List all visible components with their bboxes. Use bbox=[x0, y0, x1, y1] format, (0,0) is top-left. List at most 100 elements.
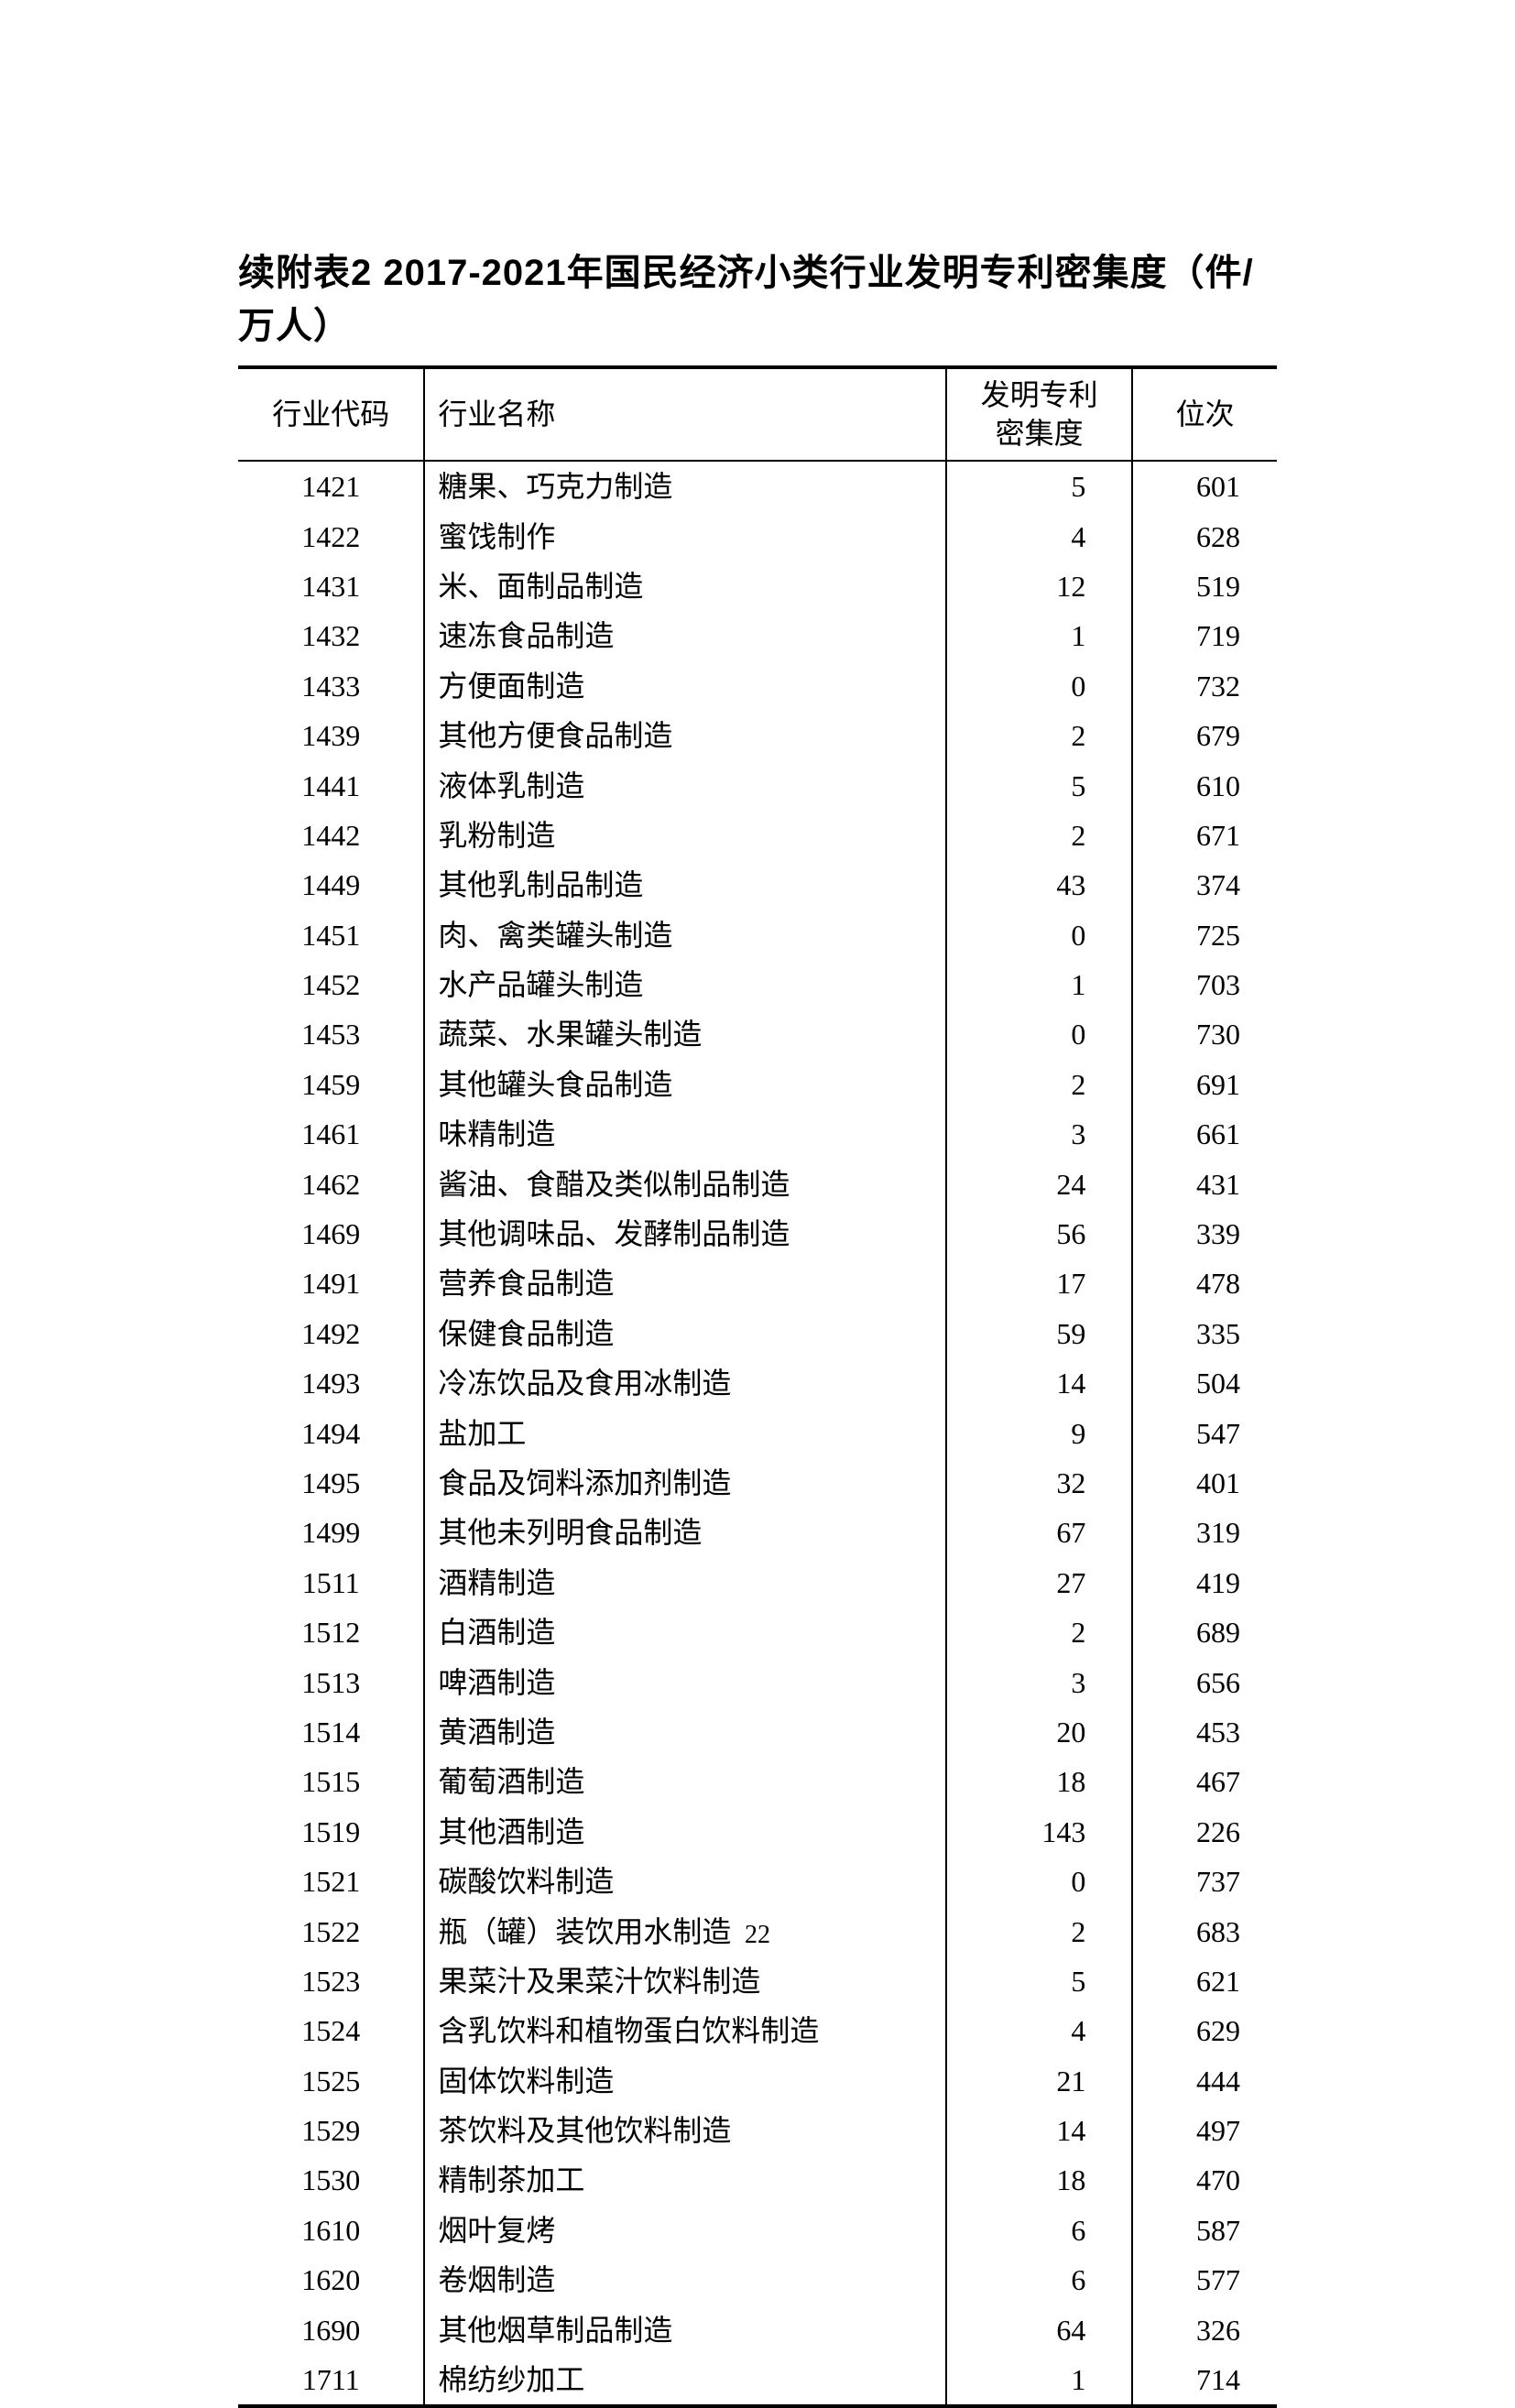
cell-name: 盐加工 bbox=[424, 1409, 946, 1458]
cell-name: 白酒制造 bbox=[424, 1607, 946, 1657]
cell-rank: 628 bbox=[1132, 512, 1277, 561]
cell-density: 1 bbox=[946, 611, 1132, 660]
cell-rank: 725 bbox=[1132, 910, 1277, 960]
table-row: 1459其他罐头食品制造2691 bbox=[238, 1060, 1277, 1109]
cell-rank: 732 bbox=[1132, 661, 1277, 711]
cell-rank: 453 bbox=[1132, 1707, 1277, 1757]
cell-code: 1495 bbox=[238, 1458, 424, 1508]
cell-code: 1421 bbox=[238, 461, 424, 511]
cell-density: 2 bbox=[946, 811, 1132, 860]
cell-density: 1 bbox=[946, 960, 1132, 1009]
cell-name: 肉、禽类罐头制造 bbox=[424, 910, 946, 960]
table-row: 1610烟叶复烤6587 bbox=[238, 2206, 1277, 2255]
cell-rank: 401 bbox=[1132, 1458, 1277, 1508]
cell-rank: 621 bbox=[1132, 1956, 1277, 2006]
cell-name: 茶饮料及其他饮料制造 bbox=[424, 2106, 946, 2155]
cell-rank: 326 bbox=[1132, 2305, 1277, 2355]
table-row: 1620卷烟制造6577 bbox=[238, 2255, 1277, 2304]
cell-name: 精制茶加工 bbox=[424, 2155, 946, 2205]
cell-density: 12 bbox=[946, 561, 1132, 611]
cell-rank: 661 bbox=[1132, 1109, 1277, 1159]
cell-density: 2 bbox=[946, 1607, 1132, 1657]
cell-name: 其他罐头食品制造 bbox=[424, 1060, 946, 1109]
cell-code: 1519 bbox=[238, 1807, 424, 1857]
cell-rank: 610 bbox=[1132, 761, 1277, 811]
cell-code: 1493 bbox=[238, 1358, 424, 1408]
table-row: 1422蜜饯制作4628 bbox=[238, 512, 1277, 561]
cell-name: 蔬菜、水果罐头制造 bbox=[424, 1009, 946, 1059]
table-row: 1453蔬菜、水果罐头制造0730 bbox=[238, 1009, 1277, 1059]
cell-name: 方便面制造 bbox=[424, 661, 946, 711]
cell-name: 蜜饯制作 bbox=[424, 512, 946, 561]
cell-code: 1711 bbox=[238, 2355, 424, 2406]
cell-rank: 374 bbox=[1132, 860, 1277, 910]
cell-density: 27 bbox=[946, 1558, 1132, 1607]
table-row: 1512白酒制造2689 bbox=[238, 1607, 1277, 1657]
table-row: 1494盐加工9547 bbox=[238, 1409, 1277, 1458]
cell-code: 1452 bbox=[238, 960, 424, 1009]
cell-name: 葡萄酒制造 bbox=[424, 1757, 946, 1806]
cell-rank: 737 bbox=[1132, 1857, 1277, 1906]
cell-rank: 587 bbox=[1132, 2206, 1277, 2255]
cell-density: 6 bbox=[946, 2255, 1132, 2304]
cell-name: 味精制造 bbox=[424, 1109, 946, 1159]
cell-rank: 656 bbox=[1132, 1658, 1277, 1707]
table-row: 1711棉纺纱加工1714 bbox=[238, 2355, 1277, 2406]
cell-code: 1432 bbox=[238, 611, 424, 660]
cell-code: 1530 bbox=[238, 2155, 424, 2205]
cell-code: 1462 bbox=[238, 1160, 424, 1209]
table-row: 1439其他方便食品制造2679 bbox=[238, 711, 1277, 760]
cell-rank: 335 bbox=[1132, 1309, 1277, 1358]
table-row: 1449其他乳制品制造43374 bbox=[238, 860, 1277, 910]
table-row: 1499其他未列明食品制造67319 bbox=[238, 1508, 1277, 1557]
cell-name: 其他酒制造 bbox=[424, 1807, 946, 1857]
cell-code: 1433 bbox=[238, 661, 424, 711]
table-row: 1529茶饮料及其他饮料制造14497 bbox=[238, 2106, 1277, 2155]
cell-code: 1620 bbox=[238, 2255, 424, 2304]
cell-rank: 679 bbox=[1132, 711, 1277, 760]
cell-name: 液体乳制造 bbox=[424, 761, 946, 811]
cell-rank: 339 bbox=[1132, 1209, 1277, 1258]
table-row: 1530精制茶加工18470 bbox=[238, 2155, 1277, 2205]
table-row: 1431米、面制品制造12519 bbox=[238, 561, 1277, 611]
cell-name: 棉纺纱加工 bbox=[424, 2355, 946, 2406]
table-row: 1461味精制造3661 bbox=[238, 1109, 1277, 1159]
table-row: 1462酱油、食醋及类似制品制造24431 bbox=[238, 1160, 1277, 1209]
cell-density: 2 bbox=[946, 711, 1132, 760]
cell-rank: 419 bbox=[1132, 1558, 1277, 1607]
cell-code: 1469 bbox=[238, 1209, 424, 1258]
cell-rank: 671 bbox=[1132, 811, 1277, 860]
cell-name: 米、面制品制造 bbox=[424, 561, 946, 611]
cell-density: 18 bbox=[946, 1757, 1132, 1806]
cell-code: 1461 bbox=[238, 1109, 424, 1159]
table-row: 1515葡萄酒制造18467 bbox=[238, 1757, 1277, 1806]
cell-name: 乳粉制造 bbox=[424, 811, 946, 860]
cell-rank: 497 bbox=[1132, 2106, 1277, 2155]
cell-name: 含乳饮料和植物蛋白饮料制造 bbox=[424, 2006, 946, 2055]
table-row: 1451肉、禽类罐头制造0725 bbox=[238, 910, 1277, 960]
cell-density: 5 bbox=[946, 761, 1132, 811]
cell-code: 1513 bbox=[238, 1658, 424, 1707]
cell-density: 56 bbox=[946, 1209, 1132, 1258]
cell-density: 0 bbox=[946, 661, 1132, 711]
cell-code: 1525 bbox=[238, 2056, 424, 2106]
header-density: 发明专利 密集度 bbox=[946, 367, 1132, 461]
cell-rank: 470 bbox=[1132, 2155, 1277, 2205]
cell-density: 1 bbox=[946, 2355, 1132, 2406]
table-row: 1492保健食品制造59335 bbox=[238, 1309, 1277, 1358]
cell-rank: 689 bbox=[1132, 1607, 1277, 1657]
table-row: 1521碳酸饮料制造0737 bbox=[238, 1857, 1277, 1906]
cell-rank: 226 bbox=[1132, 1807, 1277, 1857]
cell-name: 碳酸饮料制造 bbox=[424, 1857, 946, 1906]
cell-name: 烟叶复烤 bbox=[424, 2206, 946, 2255]
patent-density-table: 行业代码 行业名称 发明专利 密集度 位次 1421糖果、巧克力制造560114… bbox=[238, 365, 1277, 2408]
cell-rank: 504 bbox=[1132, 1358, 1277, 1408]
cell-name: 其他调味品、发酵制品制造 bbox=[424, 1209, 946, 1258]
cell-rank: 719 bbox=[1132, 611, 1277, 660]
table-row: 1421糖果、巧克力制造5601 bbox=[238, 461, 1277, 511]
table-row: 1493冷冻饮品及食用冰制造14504 bbox=[238, 1358, 1277, 1408]
cell-code: 1511 bbox=[238, 1558, 424, 1607]
cell-code: 1449 bbox=[238, 860, 424, 910]
cell-density: 43 bbox=[946, 860, 1132, 910]
header-density-l1: 发明专利 bbox=[981, 378, 1098, 411]
